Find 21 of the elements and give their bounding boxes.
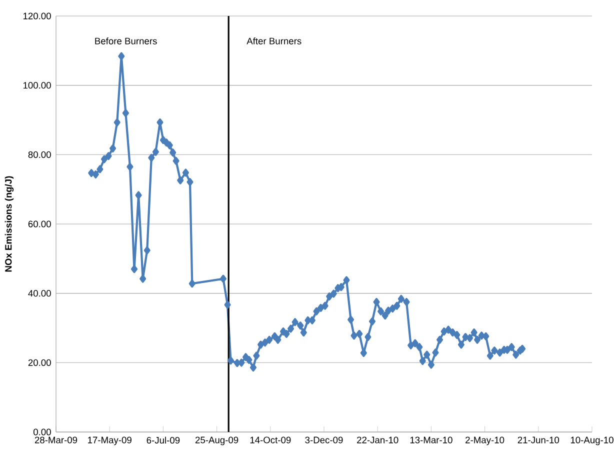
x-tick-label: 17-May-09 (88, 436, 132, 446)
x-tick-label: 2-May-10 (466, 436, 504, 446)
y-tick-label: 120.00 (23, 12, 51, 20)
y-tick-label: 80.00 (28, 151, 51, 158)
y-tick-label: 0.00 (33, 428, 51, 436)
annotation: After Burners (246, 38, 302, 44)
y-axis-title: NOx Emissions (ng/J) (4, 176, 14, 272)
y-tick-label: 60.00 (28, 220, 51, 228)
x-tick-label: 3-Dec-09 (305, 436, 343, 444)
y-tick-label: 40.00 (28, 290, 51, 297)
x-tick-label: 10-Aug-10 (570, 436, 614, 446)
x-tick-label: 21-Jun-10 (518, 436, 560, 444)
x-tick-label: 28-Mar-09 (34, 436, 78, 444)
annotation: Before Burners (95, 38, 157, 44)
y-tick-label: 100.00 (23, 82, 51, 89)
x-tick-label: 13-Mar-10 (410, 436, 452, 444)
y-tick-label: 20.00 (28, 359, 51, 366)
x-tick-label: 6-Jul-09 (146, 436, 180, 444)
x-tick-label: 25-Aug-09 (195, 436, 238, 446)
x-tick-label: 22-Jan-10 (357, 436, 398, 444)
x-tick-label: 14-Oct-09 (250, 436, 291, 444)
